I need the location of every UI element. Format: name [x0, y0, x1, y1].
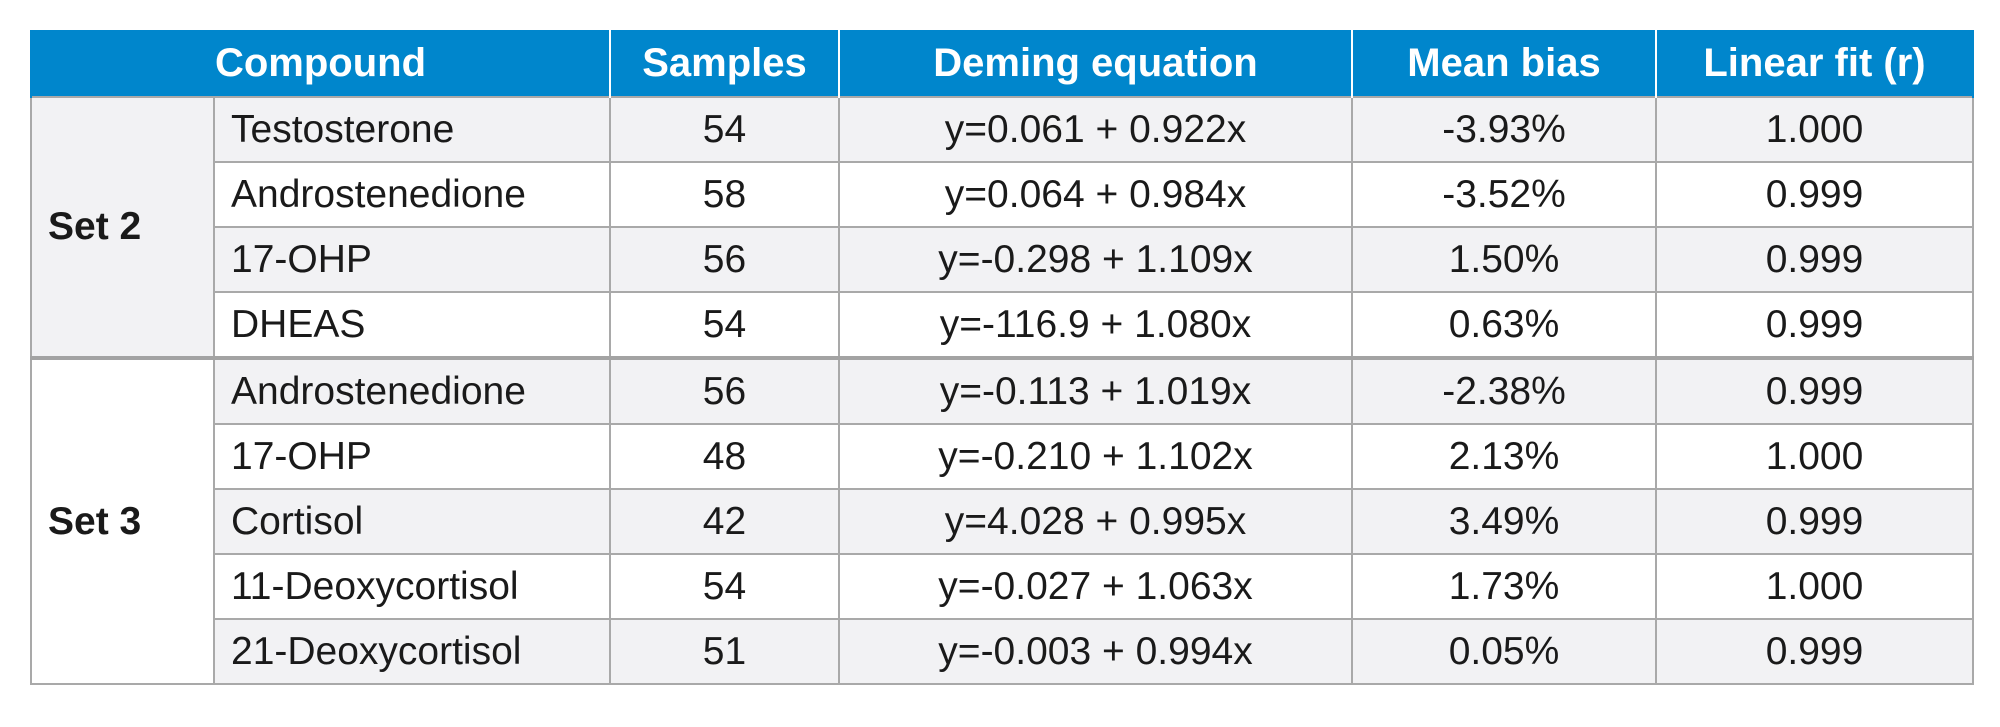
deming-cell: y=-0.113 + 1.019x [838, 356, 1353, 425]
samples-cell: 54 [609, 553, 840, 620]
samples-cell: 42 [609, 488, 840, 555]
compound-cell: 17-OHP [213, 423, 611, 490]
bias-cell: 0.05% [1351, 618, 1657, 685]
samples-cell: 58 [609, 161, 840, 228]
samples-cell: 56 [609, 226, 840, 293]
header-compound: Compound [30, 30, 611, 97]
bias-cell: 1.73% [1351, 553, 1657, 620]
deming-cell: y=-0.210 + 1.102x [838, 423, 1353, 490]
samples-cell: 54 [609, 291, 840, 359]
deming-cell: y=-0.003 + 0.994x [838, 618, 1353, 685]
fit-cell: 1.000 [1655, 553, 1974, 620]
group-label-set-3: Set 3 [30, 356, 215, 685]
header-deming-equation: Deming equation [838, 30, 1353, 97]
samples-cell: 51 [609, 618, 840, 685]
compound-cell: DHEAS [213, 291, 611, 359]
fit-cell: 0.999 [1655, 618, 1974, 685]
fit-cell: 1.000 [1655, 423, 1974, 490]
group-label-set-2: Set 2 [30, 96, 215, 359]
bias-cell: 1.50% [1351, 226, 1657, 293]
compound-cell: Cortisol [213, 488, 611, 555]
fit-cell: 0.999 [1655, 488, 1974, 555]
header-linear-fit: Linear fit (r) [1655, 30, 1974, 97]
fit-cell: 0.999 [1655, 161, 1974, 228]
bias-cell: -2.38% [1351, 356, 1657, 425]
deming-cell: y=-116.9 + 1.080x [838, 291, 1353, 359]
deming-cell: y=0.061 + 0.922x [838, 96, 1353, 163]
bias-cell: -3.52% [1351, 161, 1657, 228]
deming-cell: y=0.064 + 0.984x [838, 161, 1353, 228]
deming-cell: y=-0.027 + 1.063x [838, 553, 1353, 620]
header-samples: Samples [609, 30, 840, 97]
table-row: 21-Deoxycortisol 51 y=-0.003 + 0.994x 0.… [31, 618, 1974, 685]
fit-cell: 0.999 [1655, 291, 1974, 359]
table-row: Set 3 Androstenedione 56 y=-0.113 + 1.01… [30, 356, 1974, 685]
compound-cell: Testosterone [213, 96, 611, 163]
table-row: 11-Deoxycortisol 54 y=-0.027 + 1.063x 1.… [31, 553, 1974, 620]
deming-cell: y=4.028 + 0.995x [838, 488, 1353, 555]
compound-cell: Androstenedione [213, 161, 611, 228]
samples-cell: 54 [609, 96, 840, 163]
table-row: 17-OHP 48 y=-0.210 + 1.102x 2.13% 1.000 [31, 423, 1974, 490]
table-row: Set 2 Testosterone 54 y=0.061 + 0.922x -… [30, 96, 1974, 359]
table-row: DHEAS 54 y=-116.9 + 1.080x 0.63% 0.999 [31, 291, 1974, 359]
fit-cell: 0.999 [1655, 226, 1974, 293]
fit-cell: 0.999 [1655, 356, 1974, 425]
bias-cell: 0.63% [1351, 291, 1657, 359]
bias-cell: -3.93% [1351, 96, 1657, 163]
table-row: Cortisol 42 y=4.028 + 0.995x 3.49% 0.999 [31, 488, 1974, 555]
samples-cell: 48 [609, 423, 840, 490]
results-table: Compound Samples Deming equation Mean bi… [30, 30, 1974, 685]
compound-cell: Androstenedione [213, 356, 611, 425]
bias-cell: 2.13% [1351, 423, 1657, 490]
deming-cell: y=-0.298 + 1.109x [838, 226, 1353, 293]
compound-cell: 17-OHP [213, 226, 611, 293]
table-row: Androstenedione 58 y=0.064 + 0.984x -3.5… [31, 161, 1974, 228]
compound-cell: 11-Deoxycortisol [213, 553, 611, 620]
bias-cell: 3.49% [1351, 488, 1657, 555]
header-mean-bias: Mean bias [1351, 30, 1657, 97]
table-row: 17-OHP 56 y=-0.298 + 1.109x 1.50% 0.999 [31, 226, 1974, 293]
samples-cell: 56 [609, 356, 840, 425]
fit-cell: 1.000 [1655, 96, 1974, 163]
table-header-row: Compound Samples Deming equation Mean bi… [30, 30, 1974, 97]
compound-cell: 21-Deoxycortisol [213, 618, 611, 685]
